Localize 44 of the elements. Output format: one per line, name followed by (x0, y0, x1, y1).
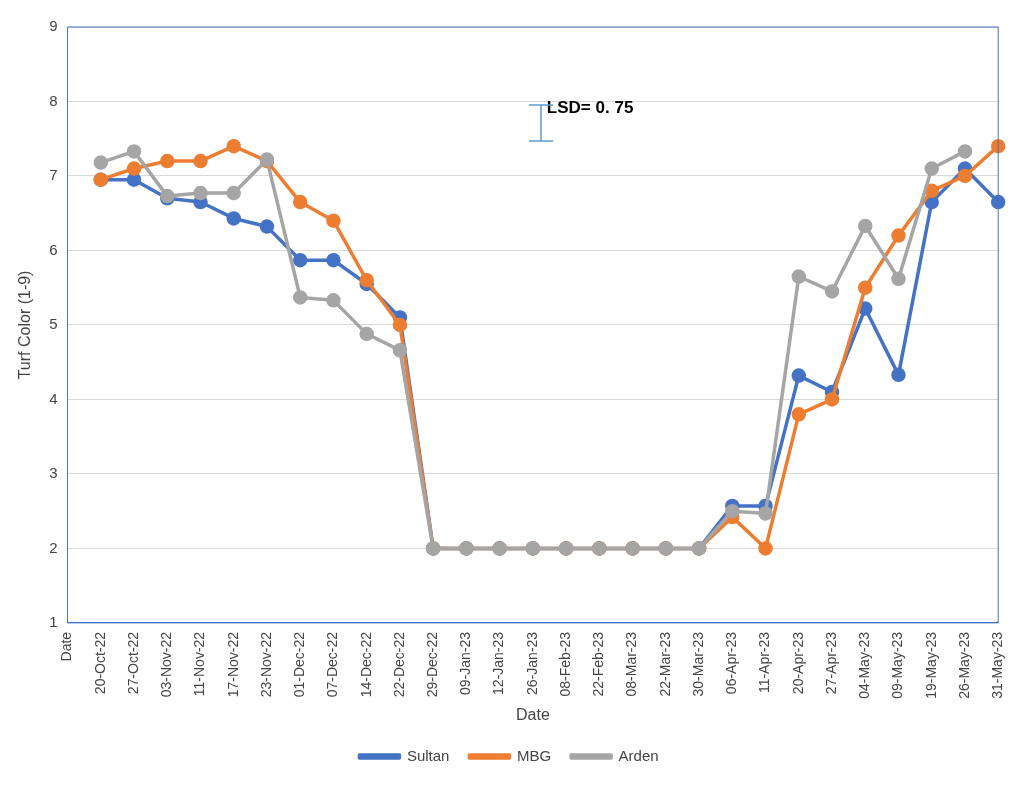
annotation: LSD= 0. 75 (546, 98, 634, 118)
legend-label: Arden (618, 746, 659, 764)
x-tick-label: 04-May-23 (856, 631, 873, 699)
x-tick-label: 20-Oct-22 (91, 631, 108, 695)
x-tick-label: 27-Apr-23 (822, 631, 839, 695)
x-tick-label: 14-Dec-22 (357, 631, 374, 698)
x-tick-label: 20-Apr-23 (789, 631, 806, 695)
x-tick-label: 12-Jan-23 (490, 631, 507, 695)
x-axis-title: Date (515, 705, 550, 723)
x-tick-label: 08-Mar-23 (623, 631, 640, 697)
y-tick-label: 4 (49, 389, 58, 407)
y-tick-label: 8 (49, 91, 58, 109)
y-axis-title: Turf Color (1-9) (16, 270, 34, 380)
x-tick-label: 19-May-23 (922, 631, 939, 699)
y-tick-label: 6 (49, 240, 58, 258)
x-tick-label: 29-Dec-22 (424, 631, 441, 698)
x-tick-label: 27-Oct-22 (124, 631, 141, 695)
x-tick-label: 08-Feb-23 (556, 631, 573, 697)
x-tick-label: 26-May-23 (955, 631, 972, 699)
x-tick-label: 11-Apr-23 (756, 631, 773, 694)
x-tick-label: 22-Mar-23 (656, 631, 673, 697)
y-tick-label: 2 (49, 538, 58, 556)
x-tick-label: 22-Feb-23 (590, 631, 607, 697)
x-tick-label: 31-May-23 (989, 631, 1006, 699)
x-tick-label: 17-Nov-22 (224, 631, 241, 698)
x-tick-label: 26-Jan-23 (523, 631, 540, 695)
x-tick-label: 30-Mar-23 (689, 631, 706, 697)
x-tick-label: 09-May-23 (889, 631, 906, 699)
x-tick-label: 01-Dec-22 (291, 631, 308, 698)
x-tick-label: 03-Nov-22 (158, 631, 175, 698)
x-tick-label: Date (58, 631, 75, 662)
x-tick-label: 22-Dec-22 (390, 631, 407, 698)
legend-label: MBG (516, 746, 552, 764)
y-tick-label: 5 (49, 315, 58, 333)
y-tick-label: 1 (49, 613, 58, 631)
x-tick-label: 11-Nov-22 (191, 631, 208, 697)
legend-label: Sultan (406, 746, 450, 764)
y-tick-label: 3 (49, 464, 58, 482)
x-tick-label: 07-Dec-22 (324, 631, 341, 698)
x-tick-label: 06-Apr-23 (723, 631, 740, 695)
y-tick-label: 7 (49, 166, 58, 184)
x-tick-label: 09-Jan-23 (457, 631, 474, 695)
x-tick-label: 23-Nov-22 (257, 631, 274, 698)
y-tick-label: 9 (49, 17, 58, 35)
